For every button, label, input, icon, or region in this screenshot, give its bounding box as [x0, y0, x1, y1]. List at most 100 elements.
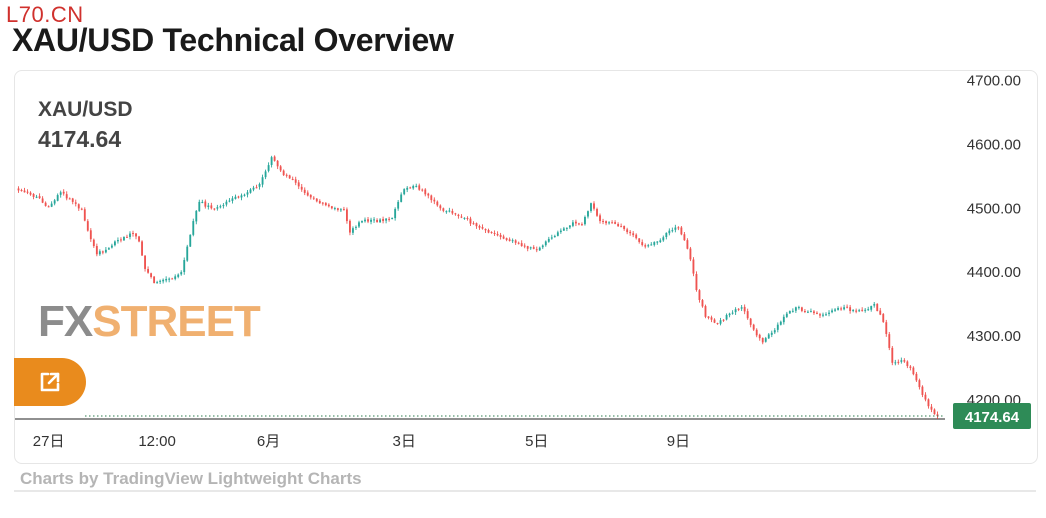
candle-body	[35, 196, 38, 198]
candle-body	[864, 309, 867, 311]
candle-body	[897, 361, 900, 363]
candle-body	[544, 241, 547, 246]
candle-body	[680, 227, 683, 235]
candle-body	[195, 210, 198, 222]
candle-body	[29, 192, 32, 195]
candle-body	[141, 241, 143, 256]
candle-body	[526, 246, 529, 249]
candle-body	[671, 230, 674, 232]
chart-attribution: Charts by TradingView Lightweight Charts	[20, 469, 362, 488]
candle-body	[496, 233, 499, 236]
candle-body	[758, 334, 761, 339]
y-tick-label: 4600.00	[967, 136, 1021, 153]
candle-body	[514, 240, 517, 243]
candle-body	[216, 207, 219, 209]
candle-body	[921, 386, 924, 395]
candle-body	[909, 366, 912, 368]
candle-body	[806, 311, 809, 313]
candle-body	[556, 232, 559, 236]
candle-body	[596, 209, 598, 216]
candle-body	[704, 306, 707, 317]
candle-body	[370, 219, 372, 222]
candle-body	[385, 218, 388, 221]
candle-body	[502, 236, 505, 239]
candle-body	[165, 278, 168, 281]
candle-body	[394, 208, 397, 219]
candle-body	[53, 200, 56, 204]
candle-body	[803, 310, 806, 312]
candle-body	[159, 280, 162, 282]
candle-body	[584, 217, 586, 225]
candle-body	[605, 221, 607, 224]
candle-body	[644, 245, 647, 247]
candle-body	[285, 174, 288, 176]
candle-body	[686, 240, 689, 249]
candle-body	[189, 234, 192, 247]
candle-body	[565, 227, 568, 229]
candle-body	[695, 274, 698, 291]
candle-body	[650, 244, 653, 246]
candle-body	[535, 249, 538, 251]
candle-body	[17, 188, 20, 191]
candle-body	[243, 194, 246, 196]
candle-body	[123, 237, 125, 241]
candle-body	[520, 243, 523, 247]
candle-body	[894, 362, 897, 364]
candle-body	[855, 310, 858, 312]
symbol-name: XAU/USD	[38, 98, 133, 121]
candlestick-chart[interactable]: 4700.004600.004500.004400.004300.004200.…	[15, 71, 1037, 463]
candle-body	[505, 238, 508, 240]
candle-body	[451, 210, 454, 214]
candle-body	[882, 314, 885, 322]
candle-body	[873, 304, 876, 306]
candle-body	[101, 251, 104, 253]
candle-body	[858, 310, 861, 312]
candle-body	[74, 202, 77, 204]
candle-body	[752, 324, 755, 330]
candle-body	[373, 219, 375, 221]
candle-body	[267, 165, 270, 171]
candle-body	[225, 201, 228, 205]
candle-body	[794, 307, 797, 311]
candle-body	[707, 316, 710, 318]
candle-body	[734, 309, 737, 313]
candle-body	[785, 313, 788, 317]
candle-body	[837, 308, 839, 310]
candle-body	[617, 224, 620, 227]
candle-body	[559, 230, 562, 233]
symbol-price: 4174.64	[38, 126, 122, 152]
chart-card[interactable]: 4700.00 4600.00 4500.00 4400.00 4300.00 4200.…	[14, 70, 1038, 464]
candle-body	[788, 311, 791, 314]
candle-body	[270, 157, 273, 165]
candle-body	[342, 209, 345, 211]
candle-body	[523, 245, 526, 247]
candle-body	[620, 226, 623, 228]
candle-body	[409, 187, 412, 189]
candle-body	[891, 347, 894, 363]
candle-body	[309, 194, 312, 198]
candle-body	[273, 156, 276, 161]
popout-button[interactable]	[14, 358, 86, 406]
candle-body	[677, 227, 680, 229]
candle-body	[469, 218, 472, 224]
candle-body	[764, 338, 767, 342]
candle-body	[291, 178, 294, 180]
candle-body	[144, 255, 146, 269]
candle-body	[104, 249, 107, 253]
candle-body	[186, 246, 189, 261]
candle-body	[376, 219, 378, 222]
candle-body	[135, 233, 137, 237]
candle-body	[870, 306, 873, 310]
candle-body	[92, 239, 95, 247]
candle-body	[647, 245, 650, 247]
y-tick-label: 4700.00	[967, 73, 1021, 90]
candle-body	[478, 226, 481, 228]
x-tick-label: 12:00	[138, 433, 176, 450]
candle-body	[352, 228, 354, 233]
candle-body	[252, 187, 255, 190]
candle-body	[776, 324, 779, 330]
candle-body	[47, 206, 50, 208]
candle-body	[553, 236, 556, 238]
x-tick-label: 3日	[393, 433, 416, 450]
candle-body	[698, 290, 701, 300]
